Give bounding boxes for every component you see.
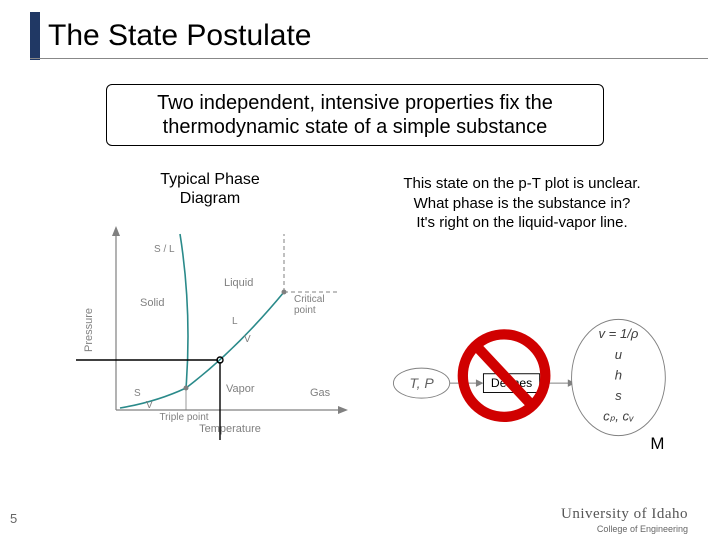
region-solid: Solid xyxy=(140,297,164,309)
prop-line-0: v = 1/ρ xyxy=(598,326,638,341)
footer-sub: College of Engineering xyxy=(561,524,688,534)
region-gas: Gas xyxy=(310,387,331,399)
prop-line-4: cₚ, cᵥ xyxy=(603,409,634,424)
triple-point-label: Triple point xyxy=(159,412,208,423)
prop-line-2: h xyxy=(615,367,622,382)
title-underline xyxy=(30,58,708,59)
footer-logo: University of Idaho College of Engineeri… xyxy=(561,506,688,534)
phase-diagram: Pressure Temperature Solid Liquid Vapor … xyxy=(76,220,356,440)
slide-title: The State Postulate xyxy=(30,12,690,60)
boundary-s: S xyxy=(134,388,141,399)
phase-diagram-title: Typical PhaseDiagram xyxy=(130,170,290,208)
boundary-v1: V xyxy=(244,334,251,345)
tp-label: T, P xyxy=(409,375,434,391)
page-number: 5 xyxy=(10,511,17,526)
slide-title-block: The State Postulate xyxy=(30,12,690,60)
boundary-l: L xyxy=(232,316,238,327)
boundary-sl: S / L xyxy=(154,244,175,255)
footer-main: University of Idaho xyxy=(561,506,688,523)
prop-line-3: s xyxy=(615,388,622,403)
boundary-v2: V xyxy=(146,400,153,411)
region-vapor: Vapor xyxy=(226,383,255,395)
critical-point-label: Critical point xyxy=(294,294,327,316)
region-liquid: Liquid xyxy=(224,277,253,289)
y-axis-label: Pressure xyxy=(83,308,95,352)
prop-line-1: u xyxy=(615,347,623,362)
state-unclear-text: This state on the p-T plot is unclear.Wh… xyxy=(362,174,682,233)
statement-box: Two independent, intensive properties fi… xyxy=(106,84,604,146)
x-axis-label: Temperature xyxy=(199,423,261,435)
m-label: M xyxy=(650,434,664,453)
defines-diagram: T, P Defines v = 1/ρ u h s cₚ, cᵥ M xyxy=(380,310,690,460)
title-accent-bar xyxy=(30,12,40,60)
